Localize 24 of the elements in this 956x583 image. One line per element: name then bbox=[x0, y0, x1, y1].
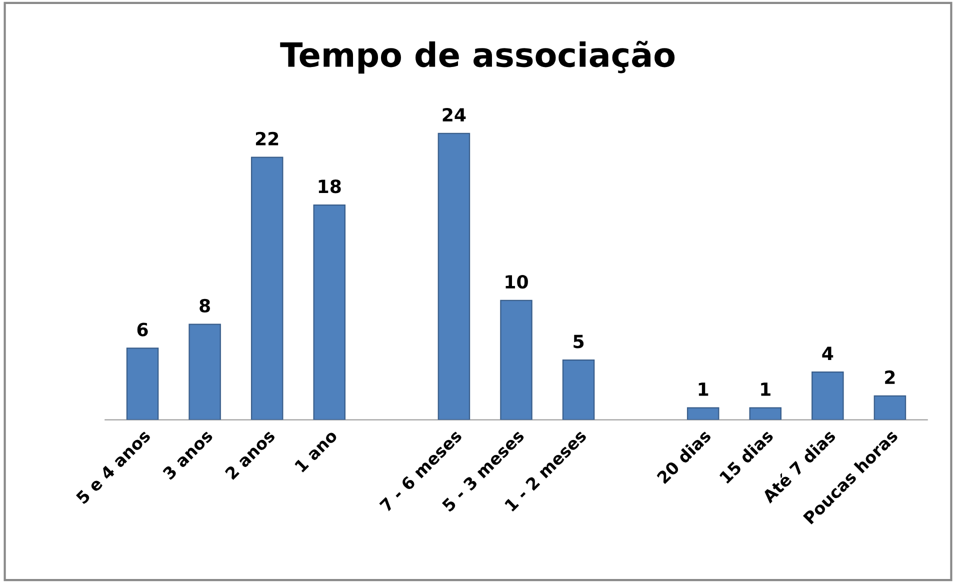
data-label: 4 bbox=[822, 346, 834, 360]
data-label: 8 bbox=[200, 298, 210, 312]
bar bbox=[500, 300, 532, 420]
bar bbox=[250, 156, 284, 420]
data-label: 5 bbox=[574, 334, 584, 348]
data-label: 6 bbox=[137, 322, 148, 336]
bar bbox=[812, 371, 844, 420]
data-label: 2 bbox=[885, 370, 895, 384]
data-label: 22 bbox=[256, 132, 278, 146]
bar bbox=[874, 395, 906, 420]
bar bbox=[562, 360, 595, 420]
bar bbox=[188, 324, 221, 420]
data-label: 24 bbox=[442, 108, 466, 122]
chart-title: Tempo de associação bbox=[280, 40, 675, 74]
bar bbox=[126, 348, 159, 420]
data-label: 1 bbox=[698, 382, 708, 396]
data-label: 10 bbox=[506, 274, 528, 289]
bar bbox=[686, 407, 720, 420]
bar bbox=[313, 204, 346, 420]
x-tick-label: 1 ano bbox=[294, 428, 338, 473]
bar bbox=[438, 132, 470, 420]
data-label: 18 bbox=[318, 180, 341, 194]
data-label: 1 bbox=[761, 382, 770, 396]
bar bbox=[749, 407, 782, 420]
